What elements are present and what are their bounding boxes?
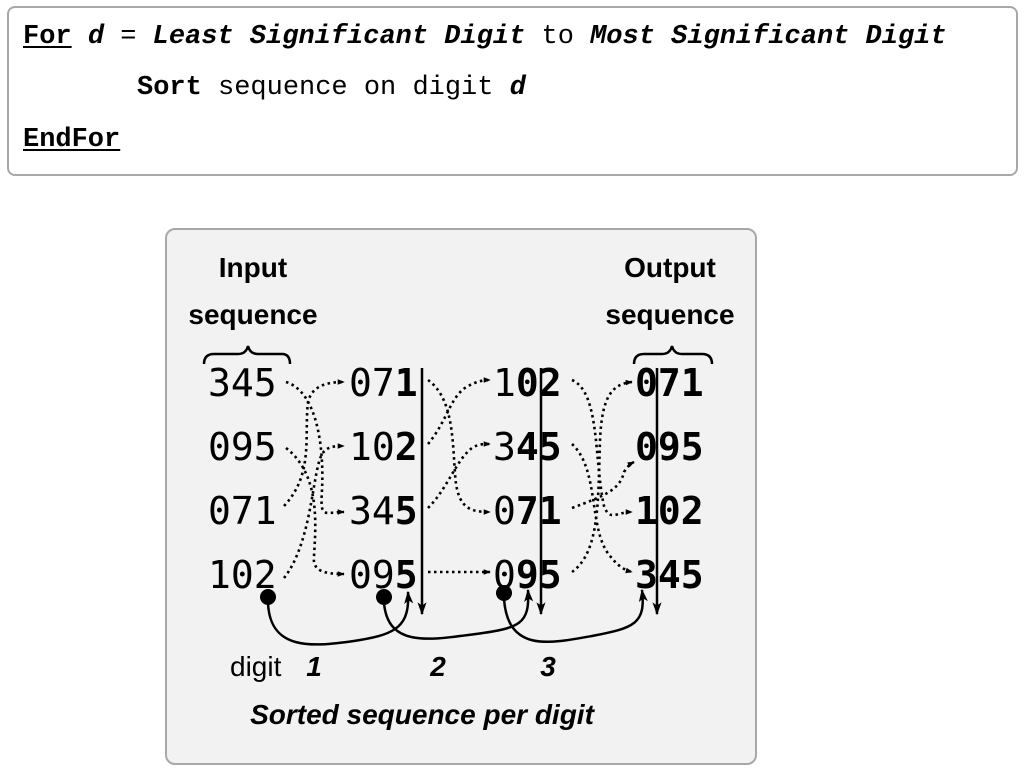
radix-sort-diagram-box (165, 228, 757, 765)
arrow-071-to-output (571, 460, 635, 510)
pseudocode-line-sort: Sort sequence on digit d (137, 73, 526, 103)
sort-text: sequence on digit (201, 73, 510, 103)
input-number-1: 345 (208, 361, 277, 405)
pass2-dotted-arrows (427, 377, 491, 575)
pseudocode-line-for: For d = Least Significant Digit to Most … (23, 22, 947, 52)
arrow-345-to-pass1 (285, 380, 345, 515)
digit-number-3: 3 (540, 651, 556, 682)
pass1-number-3: 345 (349, 489, 418, 533)
arrow-345-to-pass2 (427, 441, 491, 509)
digit-number-2: 2 (429, 651, 446, 682)
digit3-pointer-dot (496, 585, 512, 601)
arrow-071-to-pass1 (283, 379, 345, 507)
arrow-071-to-pass2 (427, 378, 491, 515)
pseudocode-box: For d = Least Significant Digit to Most … (7, 6, 1018, 176)
digit1-curved-arrow (266, 590, 414, 646)
digit2-curved-arrow (382, 588, 534, 640)
output-column: 071 095 102 345 (635, 361, 704, 597)
arrow-102-to-pass1 (282, 443, 345, 579)
digit1-pointer-dot (260, 589, 276, 605)
equals-sign: = (104, 22, 153, 52)
output-number-3: 102 (635, 489, 704, 533)
input-header-line2: sequence (188, 299, 317, 330)
pass1-number-2: 102 (349, 425, 418, 469)
pass1-number-1: 071 (349, 361, 418, 405)
sort-variable: d (509, 73, 526, 103)
pass2-number-4: 095 (493, 553, 562, 597)
pass1-dotted-arrows (282, 379, 345, 579)
pass2-column: 102 345 071 095 (493, 361, 562, 597)
diagram-caption: Sorted sequence per digit (250, 699, 596, 730)
sort-keyword: Sort (137, 73, 202, 103)
digit-column-arrows (417, 368, 662, 616)
arrow-095-to-output (571, 379, 633, 574)
output-number-2: 095 (635, 425, 704, 469)
input-brace-icon (202, 345, 292, 365)
input-header-line1: Input (219, 252, 287, 283)
loop-end: Most Significant Digit (590, 22, 947, 52)
to-keyword: to (525, 22, 591, 52)
pass2-number-2: 345 (493, 425, 562, 469)
output-header-line1: Output (624, 252, 716, 283)
digit3-curved-arrow (502, 588, 648, 643)
pseudocode-line-endfor: EndFor (23, 125, 120, 155)
arrow-102-to-output (571, 378, 633, 517)
output-header-line2: sequence (605, 299, 734, 330)
endfor-keyword: EndFor (23, 125, 121, 155)
digit-label: digit (230, 651, 282, 682)
output-number-1: 071 (635, 361, 704, 405)
loop-variable: d (87, 22, 105, 52)
loop-start: Least Significant Digit (152, 22, 526, 52)
input-number-3: 071 (208, 489, 277, 533)
input-number-2: 095 (208, 425, 277, 469)
arrow-095-to-pass1 (285, 446, 345, 577)
output-brace-icon (632, 345, 714, 365)
digit-pointer-arrows (260, 585, 648, 646)
arrow-345-to-output (571, 443, 633, 574)
output-number-4: 345 (635, 553, 704, 597)
pass2-number-3: 071 (493, 489, 562, 533)
for-keyword: For (23, 22, 72, 52)
digit-number-1: 1 (306, 651, 322, 682)
output-dotted-arrows (571, 378, 635, 574)
pass2-number-1: 102 (493, 361, 562, 405)
digit2-pointer-dot (376, 589, 392, 605)
